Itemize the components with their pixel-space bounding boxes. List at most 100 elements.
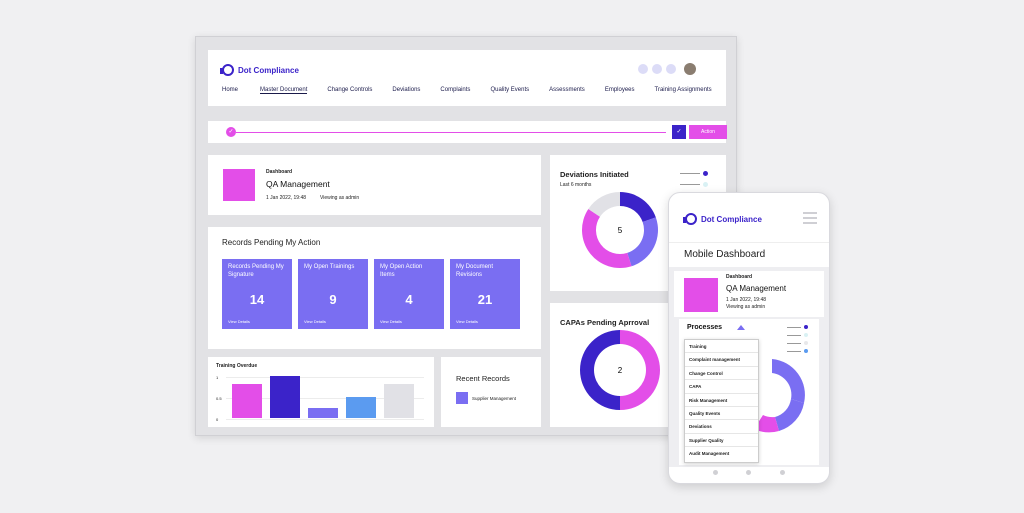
tile-label: My Open Trainings — [304, 264, 355, 270]
mobile-donut — [754, 359, 805, 433]
tile-open-action-items[interactable]: My Open Action Items 4 View Details — [374, 259, 444, 329]
nav-quality-events[interactable]: Quality Events — [490, 87, 530, 93]
tile-value: 21 — [477, 292, 493, 307]
workflow-progress: ✓ ✓ Action — [208, 121, 727, 143]
action-button[interactable]: Action — [689, 125, 727, 139]
logo-text: Dot Compliance — [238, 65, 299, 75]
mobile-nav-dots — [669, 470, 829, 475]
gridline — [226, 377, 424, 378]
donut-center-value: 5 — [618, 226, 623, 235]
records-pending-card: Records Pending My Action Records Pendin… — [208, 227, 541, 349]
donut-segment — [580, 330, 620, 410]
dot-logo-icon — [683, 213, 697, 225]
header: Dot Compliance Home Master Document Chan… — [208, 50, 726, 106]
processes-label[interactable]: Processes — [687, 324, 723, 331]
header-icons — [638, 64, 692, 74]
donut-segment — [588, 192, 620, 217]
process-option[interactable]: Training — [685, 340, 758, 354]
view-details-link[interactable]: View Details — [380, 319, 402, 324]
donut-segment — [772, 359, 805, 403]
dashboard-thumbnail — [684, 278, 718, 312]
nav-dot[interactable] — [713, 470, 719, 475]
bar — [346, 397, 376, 418]
process-option[interactable]: Supplier Quality — [685, 434, 758, 448]
capas-title: CAPAs Pending Aprroval — [560, 318, 650, 327]
dashboard-label: Dashboard — [266, 169, 293, 175]
donut-segment — [620, 330, 660, 410]
legend-dot — [703, 182, 708, 187]
help-icon[interactable] — [652, 64, 662, 74]
recent-records-title: Recent Records — [456, 374, 510, 383]
mobile-logo[interactable]: Dot Compliance — [683, 213, 762, 225]
nav-dot[interactable] — [746, 470, 752, 475]
bar — [308, 407, 338, 418]
nav-master-document[interactable]: Master Document — [260, 87, 308, 94]
processes-dropdown[interactable]: Training Complaint management Change Con… — [684, 339, 759, 463]
nav-employees[interactable]: Employees — [604, 87, 635, 93]
process-option[interactable]: Quality Events — [685, 407, 758, 421]
dashboard-date: 1 Jan 2022, 19:48 — [726, 297, 767, 303]
gridline — [226, 398, 424, 399]
mobile-header: Dot Compliance — [669, 193, 829, 243]
nav-assessments[interactable]: Assessments — [549, 87, 585, 93]
view-details-link[interactable]: View Details — [228, 319, 250, 324]
logo[interactable]: Dot Compliance — [220, 64, 299, 76]
dashboard-date: 1 Jan 2022, 19:48 — [266, 195, 307, 201]
dashboard-viewing: Viewing as admin — [726, 303, 766, 310]
process-option[interactable]: Audit Management — [689, 451, 730, 457]
nav-dot[interactable] — [779, 470, 785, 475]
bar — [384, 384, 414, 418]
avatar[interactable] — [684, 63, 696, 75]
donut-segment — [627, 217, 658, 267]
view-details-link[interactable]: View Details — [456, 319, 478, 324]
dot-logo-icon — [220, 64, 234, 76]
legend-item — [787, 349, 808, 353]
nav-training-assignments[interactable]: Training Assignments — [654, 87, 712, 93]
view-details-link[interactable]: View Details — [304, 319, 326, 324]
mobile-dashboard-card: Dashboard QA Management 1 Jan 2022, 19:4… — [674, 271, 824, 317]
process-option[interactable]: CAPA — [685, 380, 758, 394]
deviations-title: Deviations Initiated — [560, 170, 629, 179]
process-option[interactable]: Complaint management — [685, 353, 758, 367]
recent-record-item[interactable]: Supplier Management — [456, 392, 516, 404]
settings-icon[interactable] — [666, 64, 676, 74]
tile-value: 14 — [249, 292, 265, 307]
dashboard-label: Dashboard — [726, 274, 753, 280]
training-overdue-chart: Training Overdue 1 0.5 0 — [208, 357, 434, 427]
tile-pending-signature[interactable]: Records Pending My Signature 14 View Det… — [222, 259, 292, 329]
y-tick: 0 — [216, 417, 219, 422]
dashboard-meta: 1 Jan 2022, 19:48 Viewing as admin — [266, 195, 359, 201]
legend-dot — [703, 171, 708, 176]
bar — [232, 384, 262, 418]
chart-title: Training Overdue — [216, 363, 258, 369]
legend-item — [680, 182, 708, 187]
chevron-up-icon[interactable] — [737, 325, 745, 330]
tile-open-trainings[interactable]: My Open Trainings 9 View Details — [298, 259, 368, 329]
process-option[interactable]: Risk Management — [685, 394, 758, 407]
nav-complaints[interactable]: Complaints — [440, 87, 471, 93]
tile-document-revisions[interactable]: My Document Revisions 21 View Details — [450, 259, 520, 329]
donut-segment — [775, 399, 804, 431]
notification-icon[interactable] — [638, 64, 648, 74]
deviations-subtitle: Last 6 months — [560, 182, 592, 188]
progress-line — [236, 132, 666, 133]
hamburger-menu-icon[interactable] — [803, 212, 817, 227]
nav-deviations[interactable]: Deviations — [392, 87, 421, 93]
gridline — [226, 419, 424, 420]
main-nav: Home Master Document Change Controls Dev… — [222, 87, 712, 94]
check-button[interactable]: ✓ — [672, 125, 686, 139]
process-option[interactable]: Change Control — [685, 367, 758, 381]
dashboard-title: QA Management — [726, 284, 787, 293]
desktop-window: Dot Compliance Home Master Document Chan… — [195, 36, 737, 436]
bars — [232, 373, 422, 418]
dashboard-title: QA Management — [266, 179, 330, 189]
bar — [270, 376, 300, 418]
process-option[interactable]: Deviations — [685, 420, 758, 434]
nav-home[interactable]: Home — [222, 87, 239, 93]
step-complete-icon: ✓ — [226, 127, 236, 137]
donut-segment — [582, 209, 632, 268]
legend-item — [680, 171, 708, 176]
mobile-page-title: Mobile Dashboard — [684, 249, 766, 260]
record-icon — [456, 392, 468, 404]
nav-change-controls[interactable]: Change Controls — [327, 87, 373, 93]
